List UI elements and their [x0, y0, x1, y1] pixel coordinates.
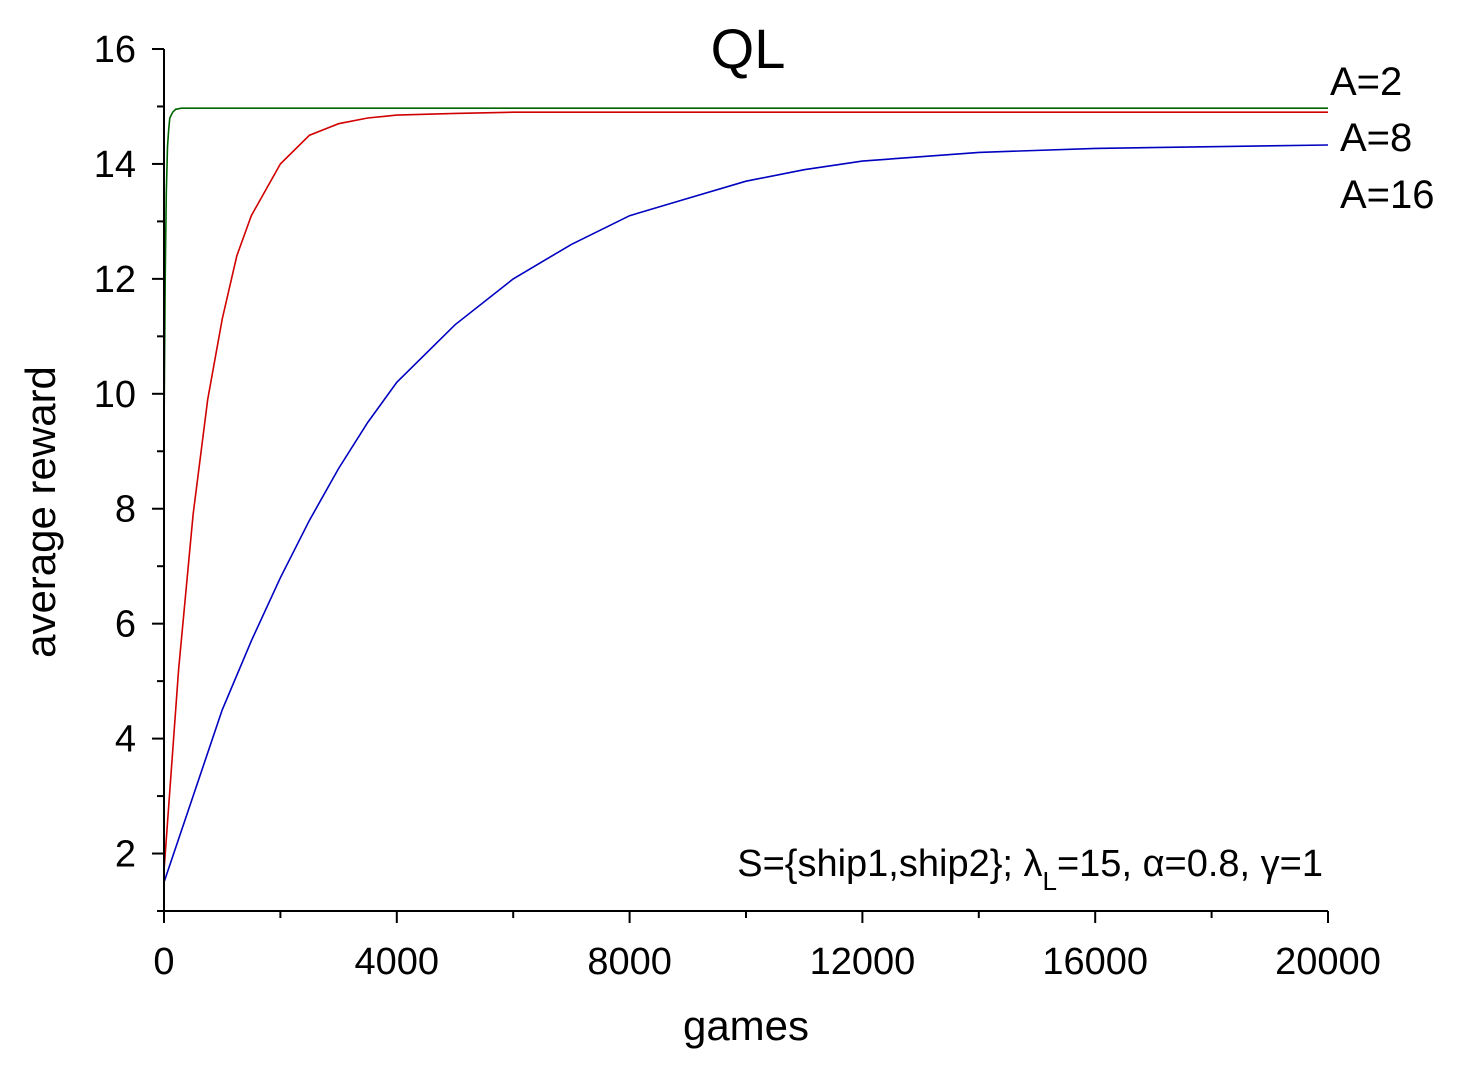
- annotation-gamma-value: =1: [1280, 843, 1323, 885]
- chart-title: QL: [711, 17, 786, 80]
- annotation-gamma: γ: [1261, 843, 1280, 885]
- y-tick-label: 16: [94, 29, 136, 71]
- x-tick-label: 4000: [355, 941, 440, 983]
- annotation-lambda-subscript: L: [1043, 866, 1057, 896]
- annotation-prefix: S={ship1,ship2};: [737, 843, 1023, 885]
- y-tick-label: 2: [115, 834, 136, 876]
- ticks-layer: 0 4000 8000 12000 16000 20000 2 4 6 8 10 12 14 16: [94, 29, 1381, 983]
- annotation-alpha: α: [1143, 843, 1165, 885]
- series-layer: [163, 107, 1329, 883]
- y-tick-label: 10: [94, 374, 136, 416]
- series-line-1: [163, 111, 1328, 871]
- series-labels: A=2 A=8 A=16: [1330, 60, 1435, 217]
- series-label-0: A=2: [1330, 60, 1402, 104]
- y-tick-label: 14: [94, 144, 136, 186]
- annotation-alpha-value: =0.8,: [1165, 843, 1261, 885]
- x-tick-label: 20000: [1275, 941, 1381, 983]
- x-tick-label: 16000: [1042, 941, 1148, 983]
- y-tick-label: 6: [115, 604, 136, 646]
- y-tick-label: 8: [115, 489, 136, 531]
- axes-layer: [163, 49, 1328, 912]
- x-tick-label: 12000: [810, 941, 916, 983]
- annotation-lambda: λ: [1024, 843, 1043, 885]
- y-axis-title: average reward: [17, 366, 64, 658]
- x-tick-label: 8000: [587, 941, 672, 983]
- x-axis-title: games: [683, 1002, 809, 1049]
- x-tick-label: 0: [153, 941, 174, 983]
- series-label-1: A=8: [1340, 116, 1412, 160]
- series-line-2: [163, 144, 1329, 883]
- series-label-2: A=16: [1340, 173, 1435, 217]
- y-tick-label: 4: [115, 719, 136, 761]
- y-tick-label: 12: [94, 259, 136, 301]
- series-line-0: [163, 107, 1328, 435]
- parameter-annotation: S={ship1,ship2}; λL=15, α=0.8, γ=1: [737, 843, 1323, 896]
- annotation-lambda-value: =15,: [1057, 843, 1143, 885]
